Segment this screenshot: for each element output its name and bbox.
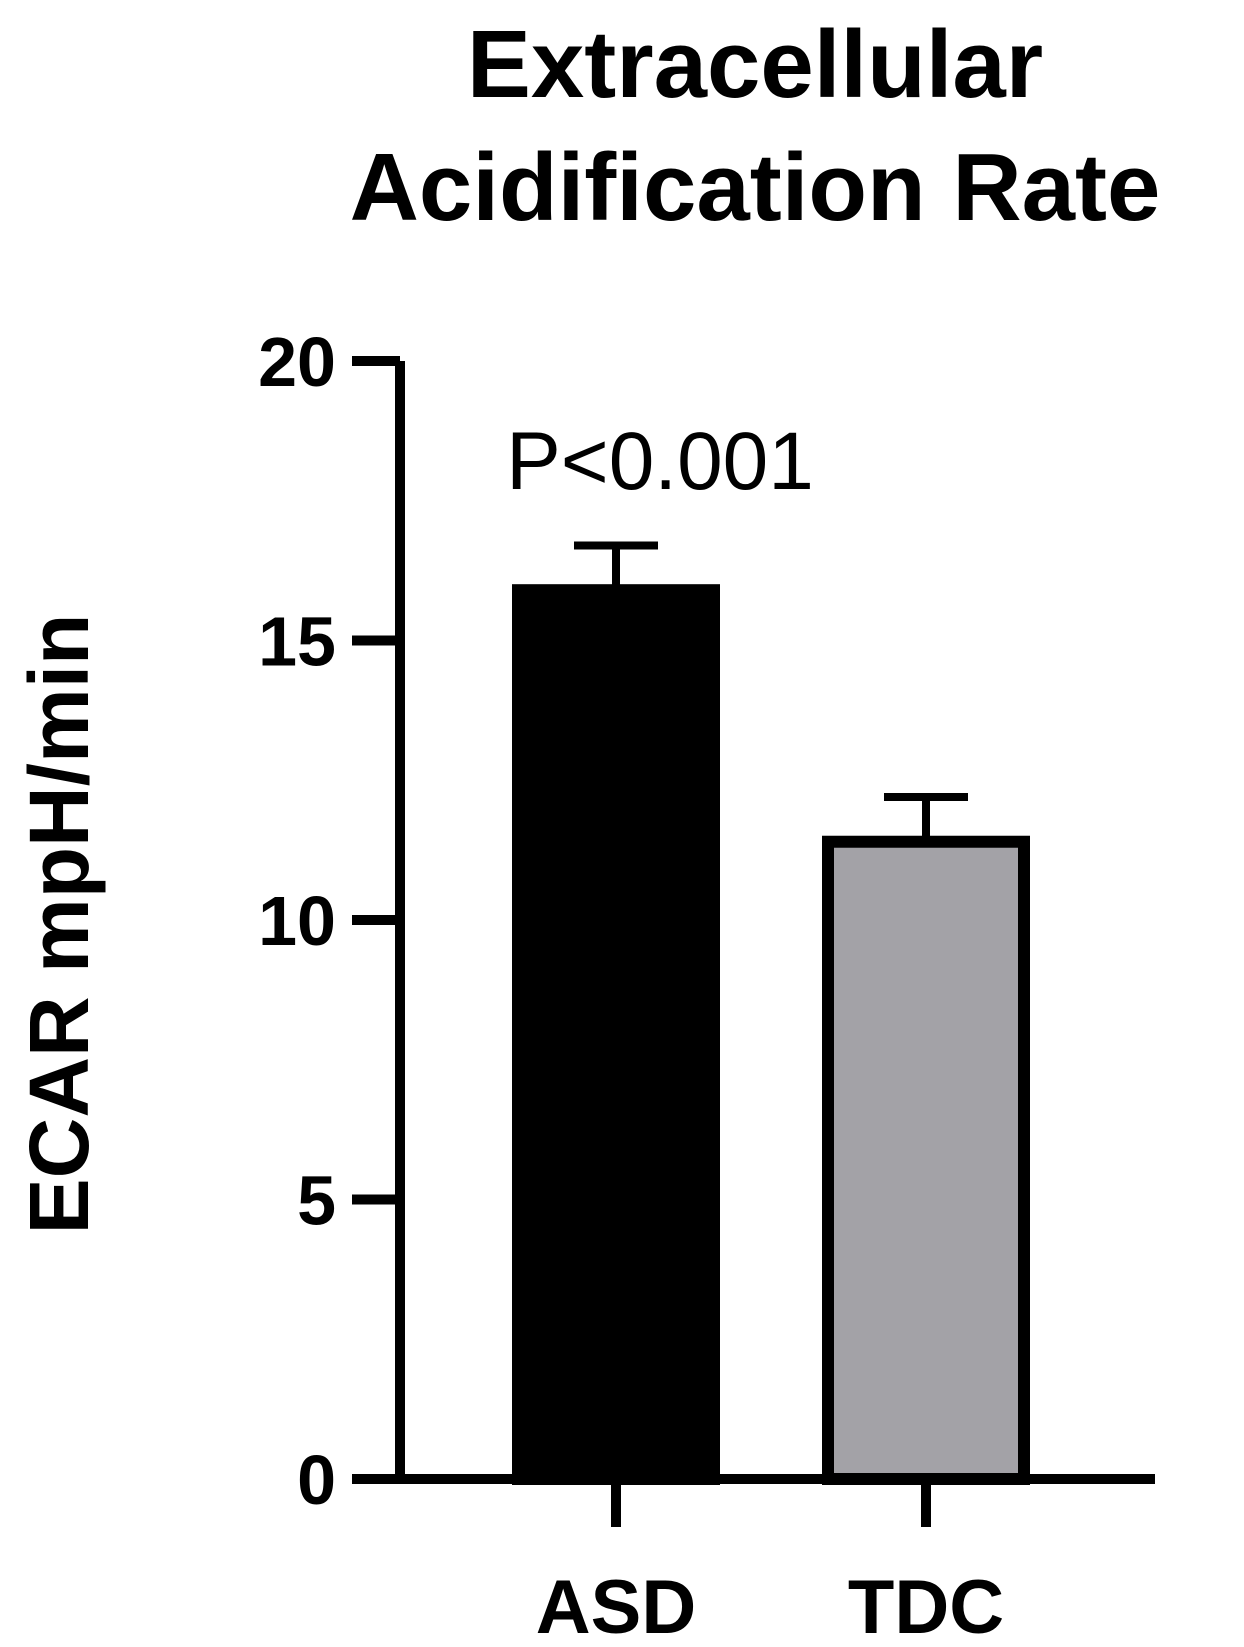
chart-title-line-1: Extracellular	[467, 11, 1043, 118]
y-tick-label: 20	[258, 323, 336, 401]
x-tick-label-tdc: TDC	[848, 1565, 1004, 1647]
chart-title-line-2: Acidification Rate	[350, 134, 1161, 241]
x-ticks-layer: ASD TDC	[536, 1479, 1004, 1647]
error-bars-layer	[574, 541, 968, 842]
x-tick-label-asd: ASD	[536, 1565, 696, 1647]
y-tick-label: 5	[297, 1162, 336, 1240]
y-tick-label: 10	[258, 882, 336, 960]
bar-tdc	[822, 835, 1030, 1485]
bars-layer	[512, 584, 1030, 1485]
y-axis-label: ECAR mpH/min	[12, 614, 106, 1235]
y-tick-label: 15	[258, 603, 336, 681]
p-value-annotation: P<0.001	[506, 416, 814, 507]
y-tick-label: 0	[297, 1441, 336, 1519]
y-ticks-layer: 0 5 10 15 20	[258, 323, 400, 1519]
bar-asd	[512, 584, 720, 1485]
